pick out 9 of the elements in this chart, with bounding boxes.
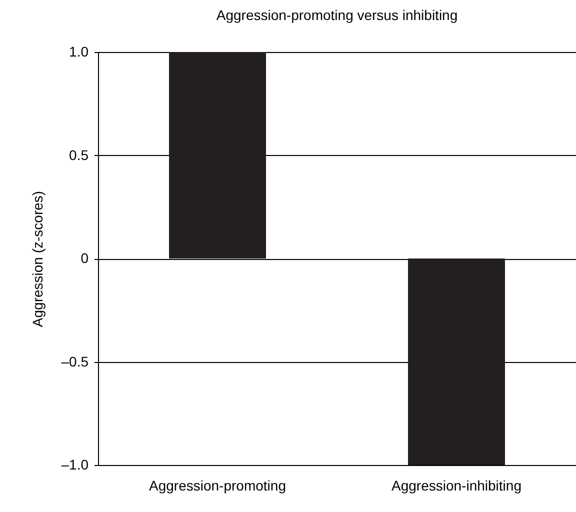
y-tick-label: –0.5: [61, 353, 89, 370]
chart-title: Aggression-promoting versus inhibiting: [216, 7, 458, 23]
y-tick-label: 1.0: [69, 44, 89, 60]
x-tick-label: Aggression-inhibiting: [392, 478, 522, 494]
y-axis-title: Aggression (z-scores): [29, 190, 46, 328]
x-tick-label: Aggression-promoting: [149, 478, 286, 494]
y-tick-label: –1.0: [61, 456, 89, 472]
y-tick-label: 0.5: [69, 146, 89, 163]
y-tick-label: 0: [80, 250, 89, 266]
